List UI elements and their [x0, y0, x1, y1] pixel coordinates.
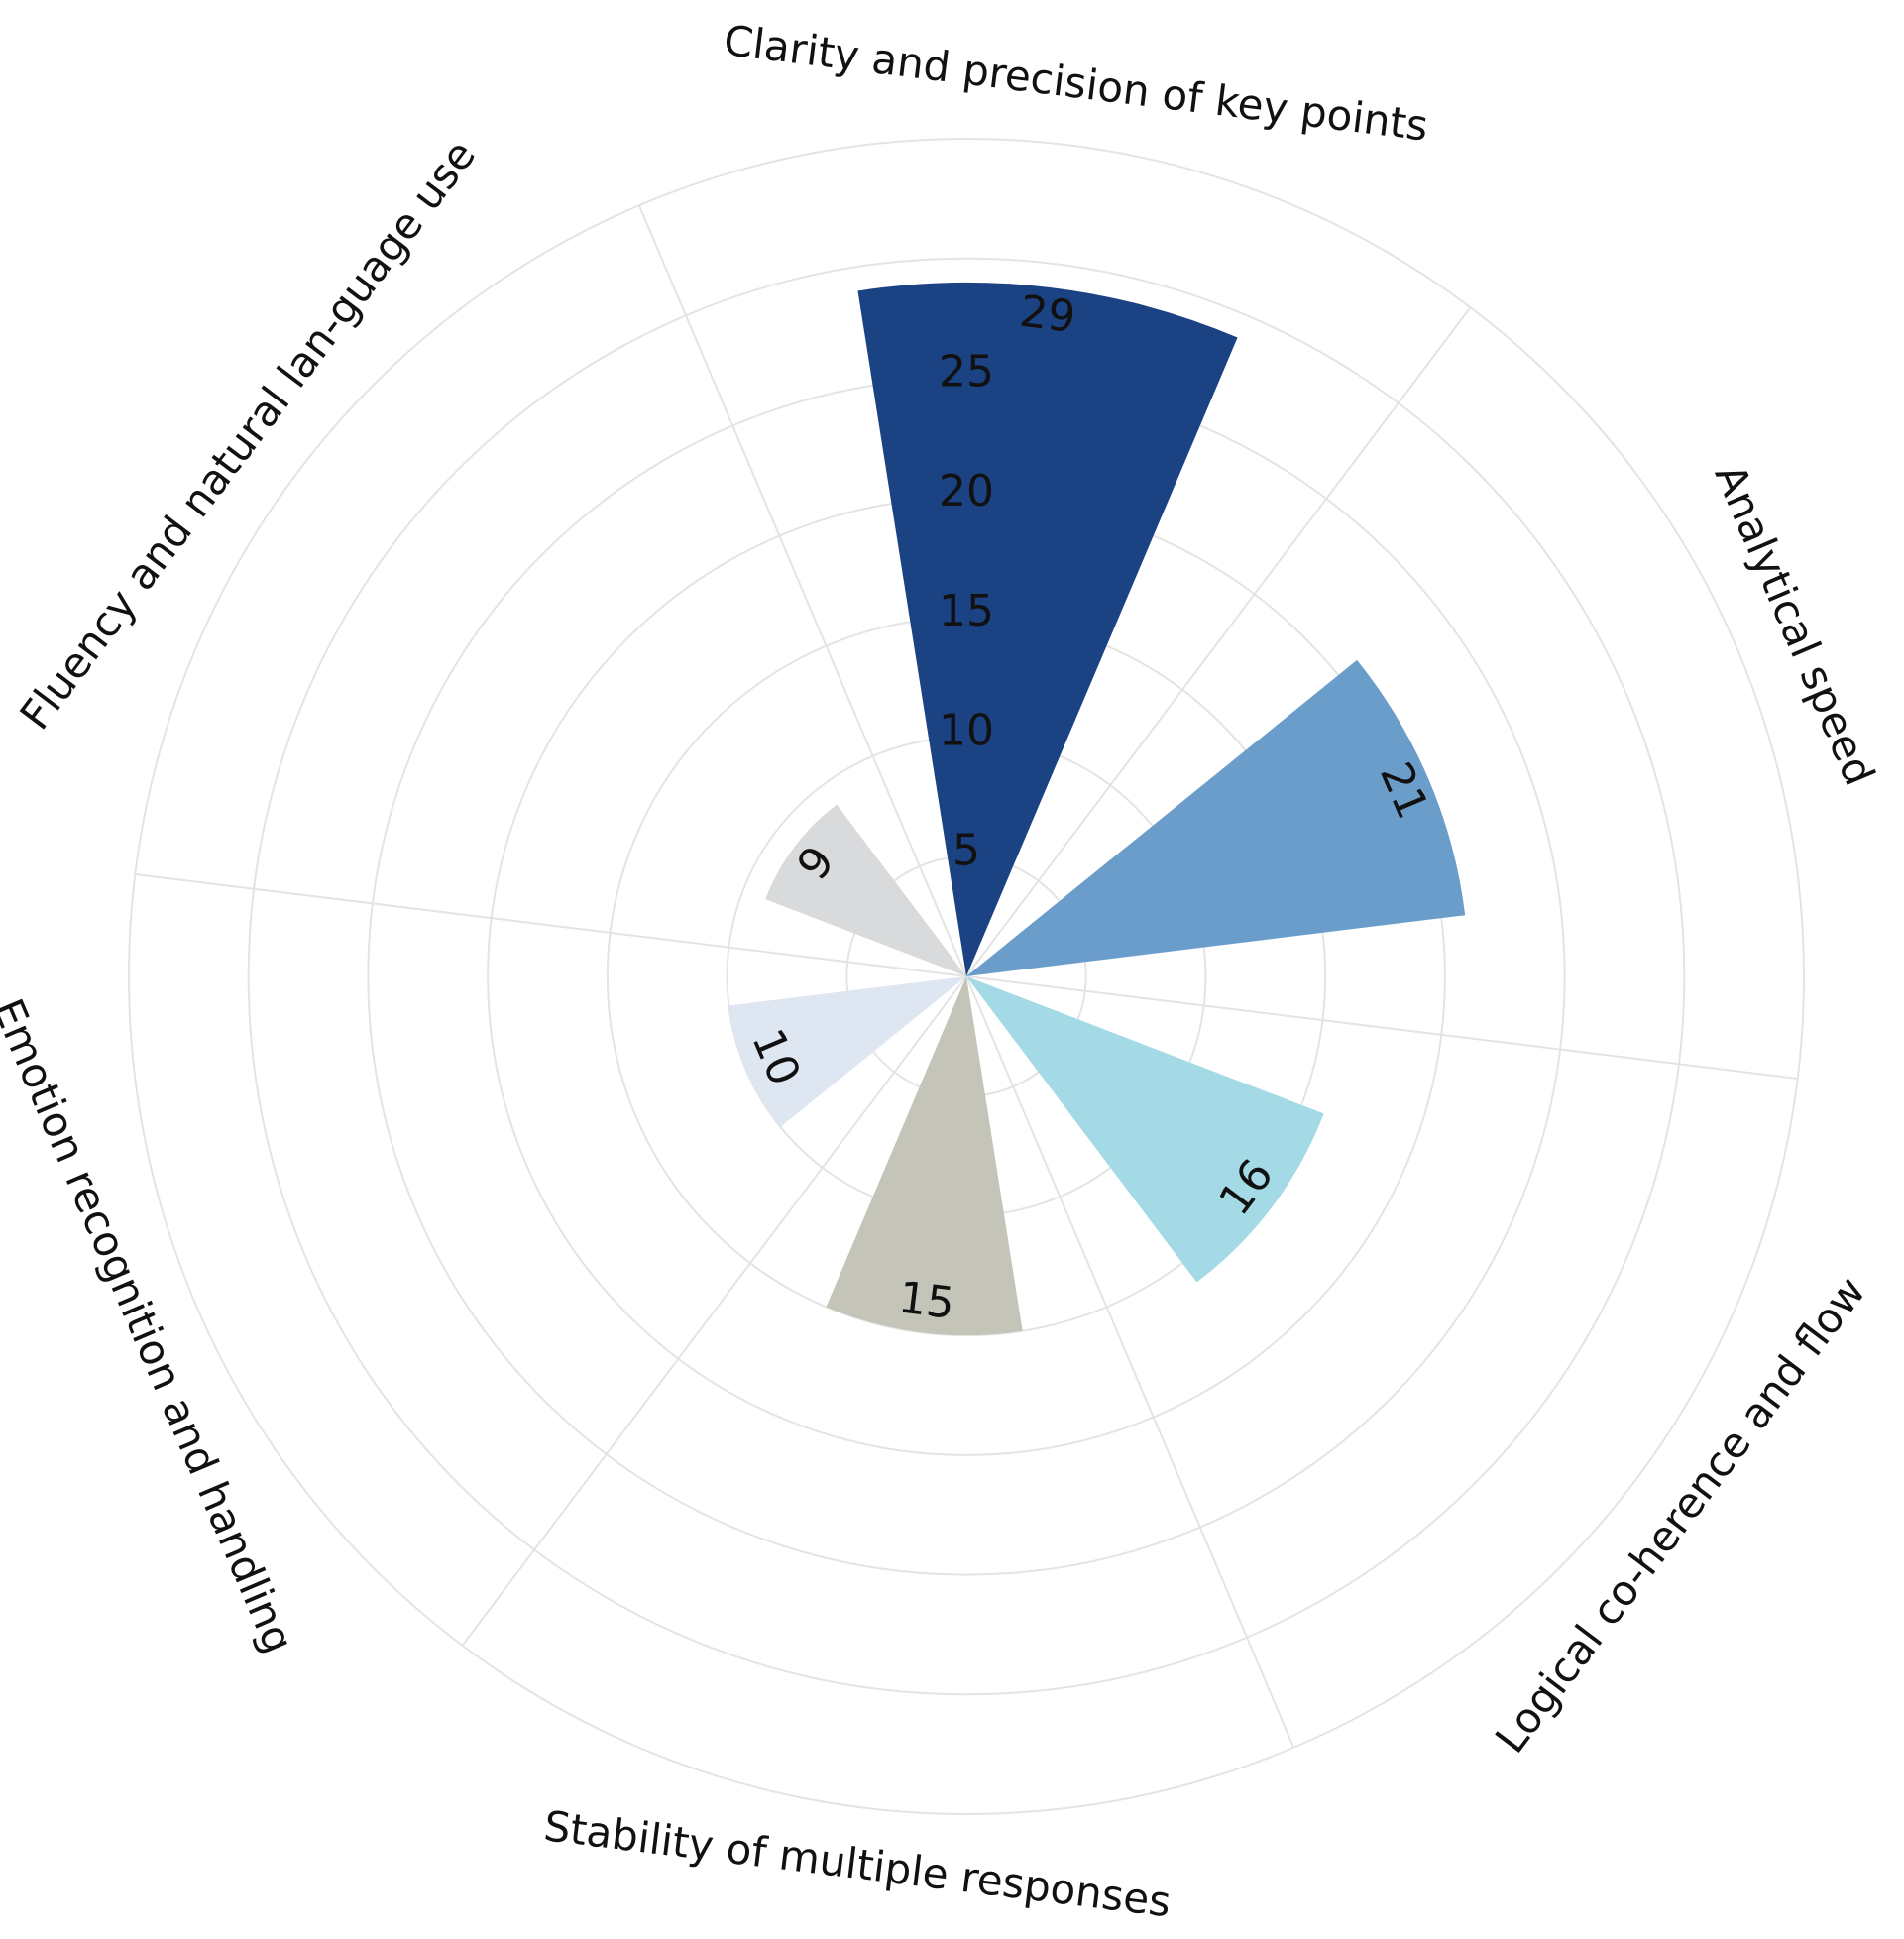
- grid-circle-30: [247, 257, 1686, 1696]
- category-label-0: Clarity and precision of key points: [722, 16, 1431, 151]
- value-label-3: 15: [896, 1272, 957, 1328]
- tick-label-15: 15: [939, 586, 994, 636]
- spoke-3: [461, 975, 967, 1647]
- tick-label-10: 10: [939, 706, 994, 756]
- value-label-0: 29: [1017, 286, 1078, 343]
- category-label-1: Analytical speed: [1706, 457, 1884, 792]
- category-label-5: Fluency and natural lan-guage use: [10, 131, 485, 739]
- tick-label-25: 25: [939, 346, 994, 397]
- spoke-2: [965, 975, 1295, 1749]
- polar-spokes: [135, 204, 1798, 1749]
- tick-label-5: 5: [952, 825, 980, 875]
- bar-1: [966, 659, 1466, 976]
- bar-2: [966, 976, 1324, 1283]
- radial-tick-labels: 5 10 15 20 25: [939, 346, 994, 875]
- bar-3: [826, 976, 1023, 1336]
- spoke-4: [135, 873, 967, 977]
- grid-circle-35: [128, 138, 1805, 1815]
- category-label-3: Stability of multiple responses: [541, 1801, 1174, 1926]
- bars: [728, 282, 1466, 1336]
- bar-5: [765, 804, 966, 976]
- category-label-2: Logical co-herence and flow: [1486, 1267, 1875, 1762]
- spoke-5: [637, 204, 967, 977]
- spoke-0: [965, 306, 1472, 977]
- spoke-1: [965, 975, 1798, 1080]
- tick-label-20: 20: [939, 466, 994, 516]
- bar-0: [857, 282, 1238, 976]
- bar-4: [728, 976, 966, 1127]
